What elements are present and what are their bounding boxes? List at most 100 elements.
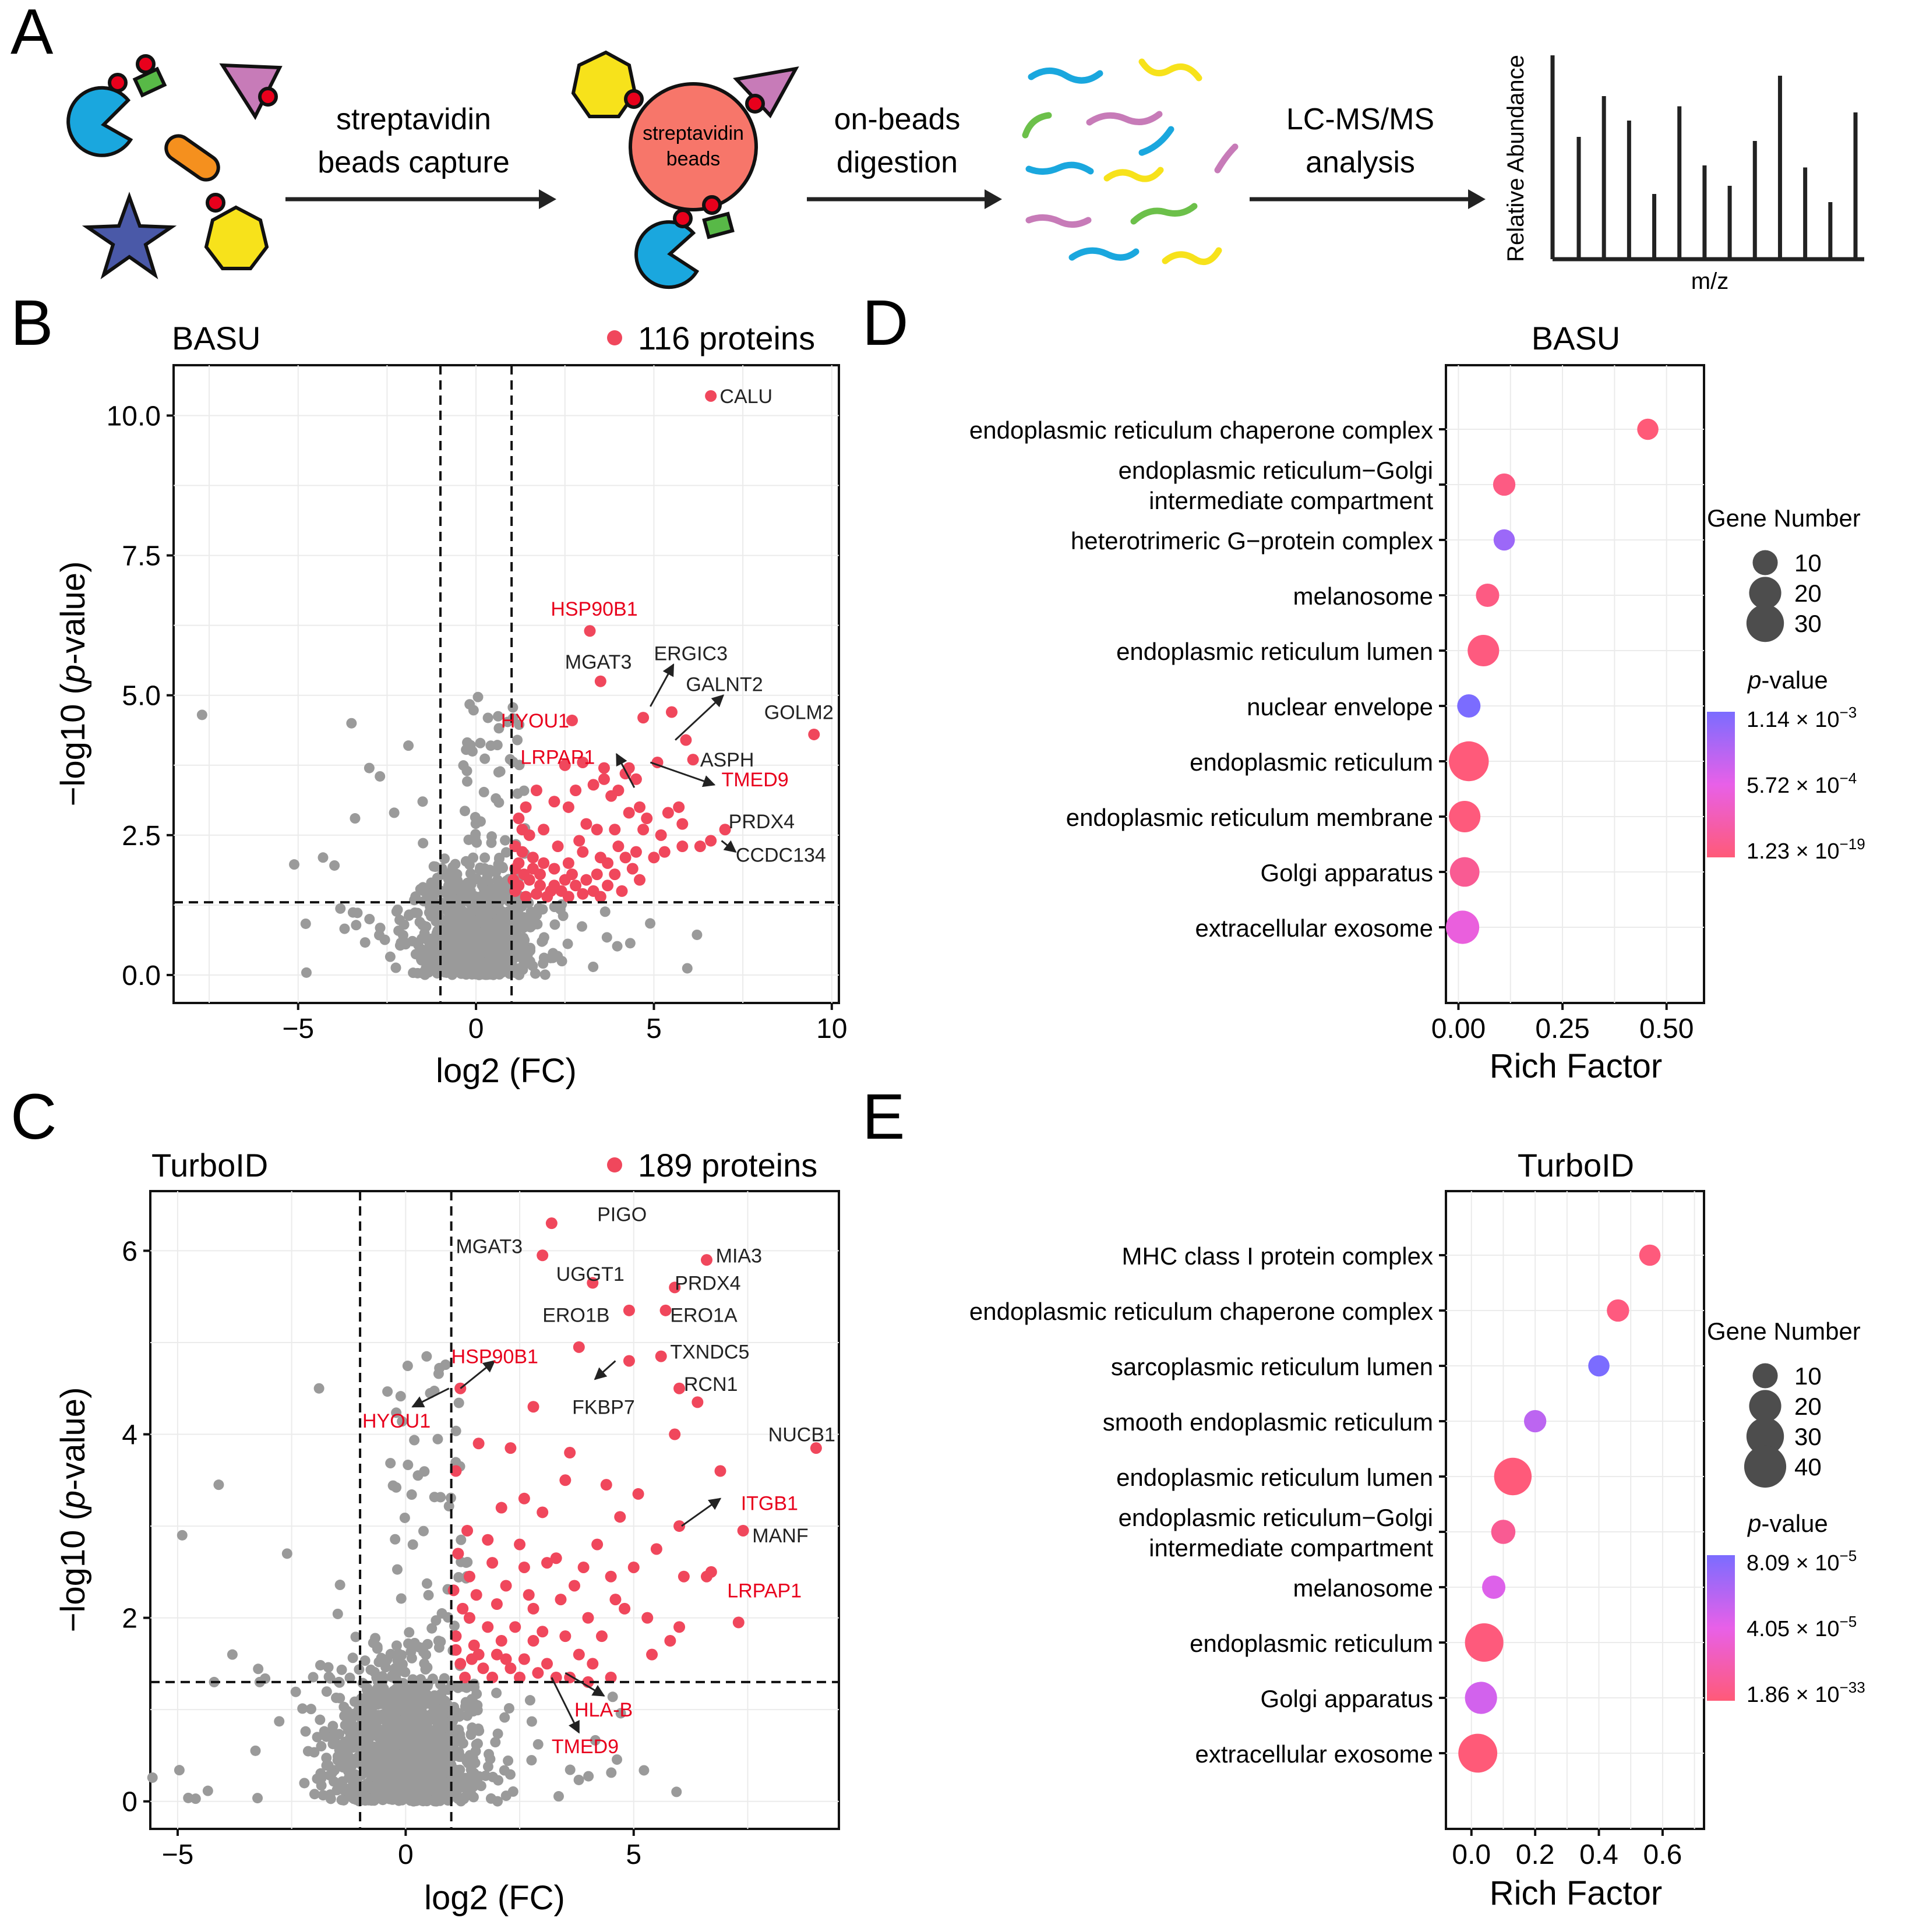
volcano-turboid-nonsig-point: [368, 1750, 379, 1761]
volcano-basu-nonsig-point: [359, 937, 371, 948]
volcano-turboid-nonsig-point: [436, 1608, 447, 1619]
volcano-turboid-nonsig-point: [315, 1659, 326, 1670]
volcano-turboid-sig-point: [732, 1616, 745, 1629]
volcano-turboid-nonsig-point: [321, 1760, 332, 1771]
volcano-turboid-nonsig-point: [439, 1696, 450, 1707]
go-basu-grid: [1446, 365, 1704, 1003]
volcano-turboid-x-tick-label: 5: [626, 1839, 641, 1870]
volcano-basu-sig-point: [612, 840, 625, 853]
volcano-turboid-nonsig-point: [344, 1672, 355, 1683]
volcano-turboid-sig-point: [555, 1594, 567, 1606]
volcano-basu-y-tick-label: 10.0: [107, 401, 161, 432]
volcano-basu-nonsig-point: [468, 852, 479, 863]
volcano-basu-axes: −5 0 5 10 0.0 2.5 5.0 7.5 10.0: [107, 401, 848, 1044]
volcano-turboid-sig-point: [537, 1626, 549, 1638]
volcano-turboid-label-arrow: [551, 1677, 580, 1734]
volcano-basu-nonsig-point: [289, 859, 300, 870]
volcano-turboid-nonsig-point: [418, 1525, 429, 1537]
go-basu-term-dot: [1449, 857, 1480, 887]
volcano-turboid-nonsig-point: [526, 1755, 537, 1766]
volcano-turboid-sig-point: [810, 1442, 822, 1454]
volcano-turboid-nonsig-point: [425, 1736, 436, 1747]
volcano-turboid-nonsig-point: [492, 1728, 503, 1739]
volcano-basu-nonsig-point: [389, 807, 400, 818]
volcano-turboid-sig-point: [454, 1658, 467, 1670]
volcano-turboid-nonsig-point: [414, 1699, 425, 1710]
go-turboid-legend: Gene Number 10 20 30 40 p-value 8.09 × 10−5 4.0…: [1707, 1318, 1865, 1707]
volcano-basu-nonsig-point: [498, 889, 509, 900]
volcano-turboid-nonsig-point: [253, 1663, 264, 1675]
volcano-turboid-sig-point: [486, 1672, 499, 1684]
volcano-turboid-nonsig-point: [395, 1391, 406, 1402]
volcano-turboid-sig-point: [500, 1580, 512, 1592]
volcano-turboid-sig-point: [669, 1428, 681, 1440]
volcano-turboid-nonsig-point: [427, 1771, 438, 1782]
volcano-turboid-nonsig-point: [390, 1725, 401, 1736]
volcano-basu-nonsig-point: [433, 906, 444, 917]
volcano-turboid-sig-point: [619, 1602, 631, 1615]
volcano-basu-nonsig-point: [474, 864, 485, 875]
go-basu-panel: BASU endoplasmic reticulum chaperone com…: [969, 320, 1865, 1085]
go-turboid-x-tick-label: 0.4: [1579, 1839, 1618, 1870]
volcano-basu-nonsig-point: [481, 921, 492, 932]
volcano-turboid-nonsig-point: [432, 1433, 443, 1444]
volcano-turboid-nonsig-point: [431, 1713, 442, 1724]
volcano-turboid-nonsig-point: [503, 1703, 514, 1714]
volcano-turboid-nonsig-point: [386, 1775, 397, 1786]
volcano-basu-nonsig-point: [692, 929, 703, 940]
volcano-basu-label-arrow: [650, 663, 675, 707]
volcano-basu-sig-point: [673, 801, 685, 813]
volcano-turboid-nonsig-point: [488, 1771, 499, 1782]
volcano-basu-sig-point: [591, 868, 603, 881]
volcano-basu-nonsig-point: [390, 962, 401, 973]
volcano-turboid-nonsig-point: [553, 1791, 564, 1802]
volcano-turboid-sig-point: [678, 1570, 690, 1583]
volcano-basu-sig-point: [559, 759, 571, 771]
volcano-basu-sig-point: [637, 824, 650, 836]
volcano-turboid-nonsig-point: [469, 1682, 480, 1693]
volcano-turboid-sig-point: [527, 1401, 539, 1413]
volcano-turboid-sig-point: [518, 1492, 530, 1504]
volcano-turboid-point-label: MIA3: [716, 1245, 762, 1267]
bead-label-line2: beads: [666, 148, 721, 170]
volcano-basu-nonsig-point: [346, 718, 357, 729]
capture-label-line2: beads capture: [318, 146, 510, 179]
volcano-basu-nonsig-point: [392, 904, 403, 915]
volcano-turboid-threshold-lines: [150, 1191, 839, 1829]
volcano-basu-nonsig-point: [465, 898, 476, 909]
volcano-turboid-nonsig-point: [461, 1557, 472, 1568]
volcano-basu-nonsig-point: [493, 853, 505, 864]
volcano-basu-nonsig-point: [412, 907, 423, 919]
bead-label-line1: streptavidin: [643, 122, 744, 144]
volcano-turboid-nonsig-point: [359, 1735, 371, 1746]
volcano-basu-sig-point: [609, 824, 621, 836]
volcano-basu-xlabel: log2 (FC): [436, 1052, 577, 1090]
volcano-turboid-nonsig-point: [450, 1457, 461, 1468]
go-turboid-title: TurboID: [1518, 1147, 1634, 1184]
volcano-turboid-nonsig-point: [359, 1655, 371, 1666]
go-turboid-term-label: endoplasmic reticulum−Golgi: [1119, 1504, 1433, 1531]
go-basu-pvalue-legend-label: 5.72 × 10−4: [1747, 769, 1857, 798]
go-turboid-dots: [1458, 1244, 1661, 1773]
volcano-turboid-nonsig-point: [590, 1735, 601, 1746]
arrow-lcms: [1250, 189, 1486, 209]
volcano-turboid-point-label: MANF: [752, 1525, 808, 1547]
go-turboid-size-legend-label: 30: [1794, 1423, 1822, 1450]
volcano-turboid-label-arrow: [681, 1497, 722, 1527]
volcano-turboid-nonsig-point: [213, 1479, 224, 1490]
volcano-turboid-nonsig-point: [407, 1539, 418, 1550]
volcano-turboid-sig-point: [591, 1538, 604, 1550]
volcano-basu-nonsig-point: [454, 908, 465, 919]
volcano-turboid-x-tick-label: 0: [398, 1839, 414, 1870]
volcano-turboid-sig-point: [523, 1589, 535, 1601]
volcano-turboid-nonsig-point: [332, 1608, 343, 1619]
digestion-label-line1: on-beads: [834, 103, 961, 136]
volcano-basu-sig-point: [580, 874, 592, 886]
volcano-basu-nonsig-point: [196, 709, 207, 720]
volcano-basu-nonsig-point: [444, 885, 455, 896]
volcano-basu-sig-point: [520, 801, 532, 813]
volcano-turboid-nonsig-point: [453, 1397, 464, 1408]
volcano-basu-nonsig-point: [475, 816, 486, 827]
free-proteins-icon: [66, 54, 283, 280]
volcano-basu-point-label: PRDX4: [729, 811, 795, 833]
